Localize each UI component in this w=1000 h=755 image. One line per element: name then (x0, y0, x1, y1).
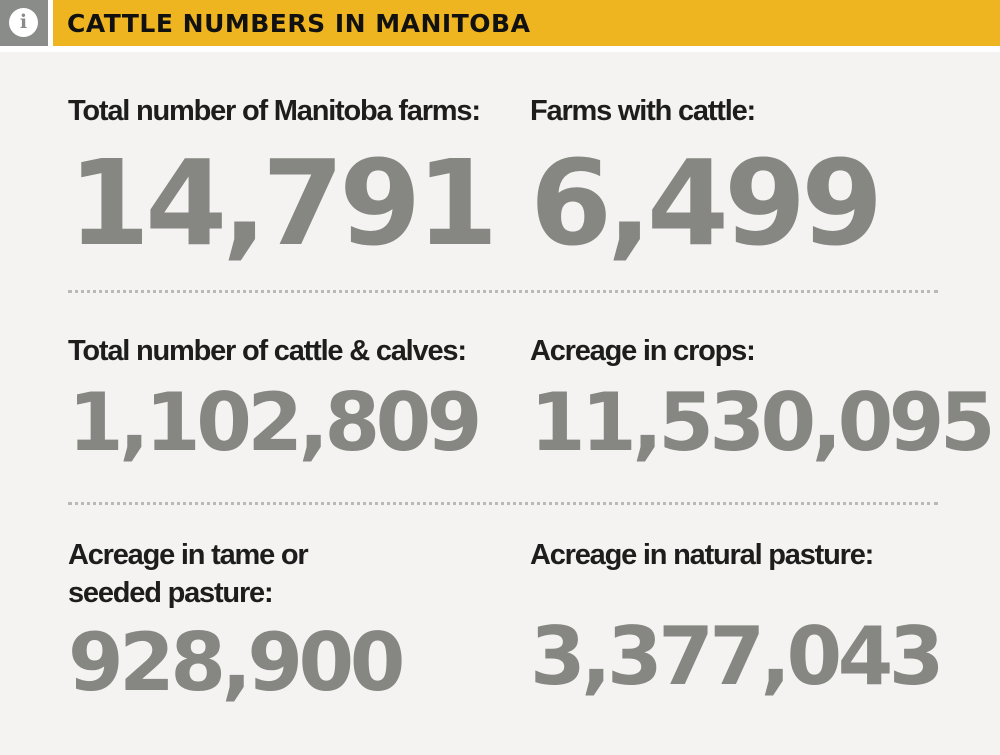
title-bar: CATTLE NUMBERS IN MANITOBA (53, 0, 1000, 46)
stat-value: 3,377,043 (530, 610, 944, 703)
stat-tame-pasture: Acreage in tame or seeded pasture: 928,9… (68, 536, 508, 736)
divider (68, 290, 938, 293)
divider (68, 502, 938, 505)
page-title: CATTLE NUMBERS IN MANITOBA (67, 9, 531, 38)
stat-value: 6,499 (530, 134, 883, 272)
stat-label: Total number of Manitoba farms: (68, 95, 481, 127)
stat-natural-pasture: Acreage in natural pasture: 3,377,043 (530, 536, 970, 736)
stat-value: 11,530,095 (530, 376, 996, 469)
info-icon: i (9, 8, 38, 37)
stat-total-cattle: Total number of cattle & calves: 1,102,8… (68, 332, 508, 482)
stat-value: 1,102,809 (68, 376, 482, 469)
stat-value: 928,900 (68, 616, 405, 709)
stat-label: Farms with cattle: (530, 95, 756, 127)
header: i CATTLE NUMBERS IN MANITOBA (0, 0, 1000, 52)
stat-label: Acreage in natural pasture: (530, 539, 874, 571)
stat-label: Acreage in tame or seeded pasture: (68, 539, 309, 609)
stat-total-farms: Total number of Manitoba farms: 14,791 (68, 92, 508, 277)
stat-label: Total number of cattle & calves: (68, 335, 467, 367)
info-icon-glyph: i (19, 11, 28, 33)
stat-acreage-crops: Acreage in crops: 11,530,095 (530, 332, 996, 482)
stat-value: 14,791 (68, 134, 498, 272)
stat-label: Acreage in crops: (530, 335, 756, 367)
stat-farms-with-cattle: Farms with cattle: 6,499 (530, 92, 970, 277)
info-icon-box: i (0, 0, 48, 46)
